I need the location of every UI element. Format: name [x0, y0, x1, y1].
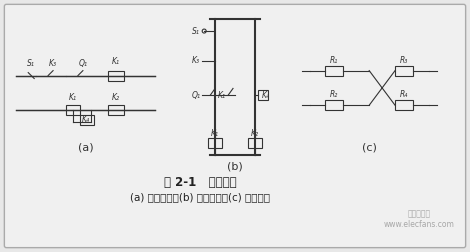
Text: K₁: K₁: [69, 93, 77, 102]
Text: K₃: K₃: [192, 56, 200, 65]
Text: R₁: R₁: [330, 56, 338, 65]
Text: S₁: S₁: [192, 26, 200, 36]
Text: K₂: K₂: [251, 129, 259, 138]
FancyBboxPatch shape: [4, 4, 466, 248]
Text: (b): (b): [227, 162, 243, 172]
Bar: [66, 105, 80, 115]
Text: K₂: K₂: [112, 93, 120, 102]
Bar: [325, 66, 344, 76]
Text: S₁: S₁: [27, 59, 35, 68]
Bar: [248, 138, 262, 148]
Text: 图 2-1   简图布局: 图 2-1 简图布局: [164, 176, 236, 189]
Text: K₁: K₁: [211, 129, 219, 138]
Bar: [80, 115, 94, 125]
Bar: [108, 105, 124, 115]
Text: K₄: K₄: [82, 115, 90, 124]
Text: K₁: K₁: [218, 91, 226, 100]
Text: (c): (c): [362, 143, 376, 153]
Bar: [325, 100, 344, 110]
Text: R₄: R₄: [400, 90, 408, 99]
Text: (a): (a): [78, 143, 94, 153]
Text: R₂: R₂: [330, 90, 338, 99]
Text: K₃: K₃: [49, 59, 57, 68]
Text: (a) 水平布置；(b) 垂直布置；(c) 斜交叉线: (a) 水平布置；(b) 垂直布置；(c) 斜交叉线: [130, 192, 270, 202]
Bar: [395, 100, 413, 110]
Bar: [258, 90, 268, 100]
Bar: [395, 66, 413, 76]
Bar: [208, 138, 222, 148]
Bar: [108, 71, 124, 80]
Text: Q₁: Q₁: [78, 59, 87, 68]
Text: K₄: K₄: [262, 91, 270, 100]
Text: Q₁: Q₁: [191, 91, 200, 100]
Text: 电子发烧友
www.elecfans.com: 电子发烧友 www.elecfans.com: [384, 209, 454, 229]
Text: R₃: R₃: [400, 56, 408, 65]
Text: K₁: K₁: [112, 57, 120, 66]
